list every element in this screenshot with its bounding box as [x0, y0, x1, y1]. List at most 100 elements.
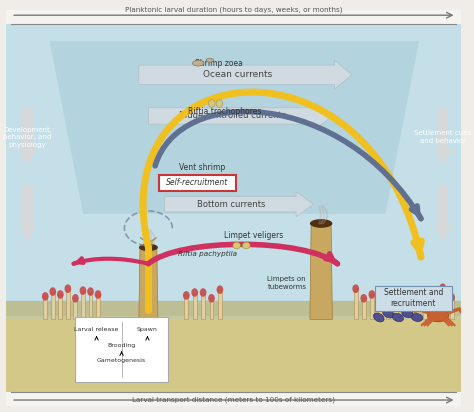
Bar [89, 292, 92, 319]
Ellipse shape [87, 287, 94, 296]
Bar [184, 295, 188, 319]
Ellipse shape [392, 314, 403, 322]
Bar [441, 288, 445, 319]
FancyBboxPatch shape [159, 175, 236, 191]
Bar [362, 298, 365, 319]
Ellipse shape [200, 288, 207, 297]
Text: Bottom currents: Bottom currents [197, 200, 265, 209]
Bar [51, 292, 55, 319]
Bar [58, 295, 62, 319]
Bar [81, 290, 85, 319]
Ellipse shape [421, 294, 428, 303]
Ellipse shape [242, 242, 250, 249]
Bar [6, 316, 461, 392]
Text: Development,
behavior, and
physiology: Development, behavior, and physiology [3, 126, 52, 147]
Text: Brooding: Brooding [108, 343, 136, 348]
Polygon shape [434, 225, 452, 243]
Bar [201, 293, 205, 319]
Text: Larval transport distance (meters to 100s of kilometers): Larval transport distance (meters to 100… [132, 396, 335, 403]
Bar [6, 10, 461, 24]
Ellipse shape [411, 314, 423, 321]
Ellipse shape [191, 288, 198, 297]
Ellipse shape [192, 60, 204, 66]
Bar [210, 298, 213, 319]
Ellipse shape [352, 284, 359, 293]
Text: Gametogenesis: Gametogenesis [97, 358, 146, 363]
Bar [378, 295, 382, 319]
Bar [354, 289, 357, 319]
Text: Larval release: Larval release [74, 328, 119, 332]
Polygon shape [139, 60, 352, 89]
Ellipse shape [383, 309, 394, 318]
Ellipse shape [145, 240, 152, 245]
Polygon shape [19, 225, 36, 243]
Ellipse shape [376, 291, 383, 300]
Bar [450, 297, 454, 319]
Bar [394, 295, 398, 319]
Ellipse shape [80, 286, 86, 295]
Text: Riftia pachyptila: Riftia pachyptila [178, 251, 237, 257]
Bar [66, 289, 70, 319]
Ellipse shape [57, 290, 64, 299]
Ellipse shape [209, 100, 215, 108]
Polygon shape [310, 223, 332, 319]
Text: Self-recruitment: Self-recruitment [166, 178, 228, 187]
Bar [386, 295, 390, 319]
Bar [6, 392, 461, 406]
Bar [432, 298, 436, 319]
Ellipse shape [183, 291, 190, 300]
Ellipse shape [430, 294, 437, 303]
Ellipse shape [217, 286, 223, 294]
Text: Vent shrimp: Vent shrimp [179, 163, 225, 172]
Ellipse shape [216, 100, 223, 108]
Ellipse shape [42, 292, 49, 301]
Ellipse shape [439, 283, 446, 292]
Bar [423, 298, 427, 319]
Polygon shape [148, 103, 333, 129]
Polygon shape [6, 300, 461, 319]
Polygon shape [50, 41, 419, 214]
Ellipse shape [384, 290, 392, 299]
Ellipse shape [64, 284, 71, 293]
Ellipse shape [374, 313, 384, 322]
Text: Planktonic larval duration (hours to days, weeks, or months): Planktonic larval duration (hours to day… [125, 7, 343, 13]
FancyBboxPatch shape [375, 286, 452, 311]
Bar [438, 185, 448, 228]
Text: Settlement cues
and behavior: Settlement cues and behavior [414, 130, 472, 144]
FancyBboxPatch shape [74, 318, 168, 382]
Ellipse shape [95, 290, 101, 299]
Bar [22, 108, 33, 152]
Text: Spawn: Spawn [137, 328, 158, 332]
Text: Riftia trochophores: Riftia trochophores [189, 107, 262, 116]
Bar [73, 298, 77, 319]
Ellipse shape [233, 242, 240, 249]
Ellipse shape [360, 294, 367, 303]
Bar [218, 290, 222, 319]
Ellipse shape [49, 287, 56, 296]
Ellipse shape [448, 293, 455, 302]
Ellipse shape [72, 294, 79, 303]
Ellipse shape [310, 219, 332, 228]
Polygon shape [19, 149, 36, 166]
Ellipse shape [208, 294, 215, 303]
Bar [96, 295, 100, 319]
Text: Limpet veligers: Limpet veligers [224, 232, 283, 241]
Bar [193, 293, 197, 319]
Bar [43, 296, 47, 319]
Ellipse shape [206, 59, 214, 62]
Text: Limpets on
tubeworms: Limpets on tubeworms [267, 276, 306, 290]
Ellipse shape [368, 290, 375, 299]
Ellipse shape [139, 244, 158, 251]
Bar [370, 295, 374, 319]
Text: Ridge-controlled currents: Ridge-controlled currents [179, 112, 286, 120]
Polygon shape [139, 248, 158, 319]
Ellipse shape [428, 309, 449, 322]
Polygon shape [434, 149, 452, 166]
Ellipse shape [392, 291, 400, 300]
Polygon shape [165, 192, 313, 217]
Text: Ocean currents: Ocean currents [203, 70, 272, 79]
Bar [6, 301, 461, 392]
Bar [438, 108, 448, 152]
Bar [22, 185, 33, 228]
Ellipse shape [402, 310, 413, 318]
